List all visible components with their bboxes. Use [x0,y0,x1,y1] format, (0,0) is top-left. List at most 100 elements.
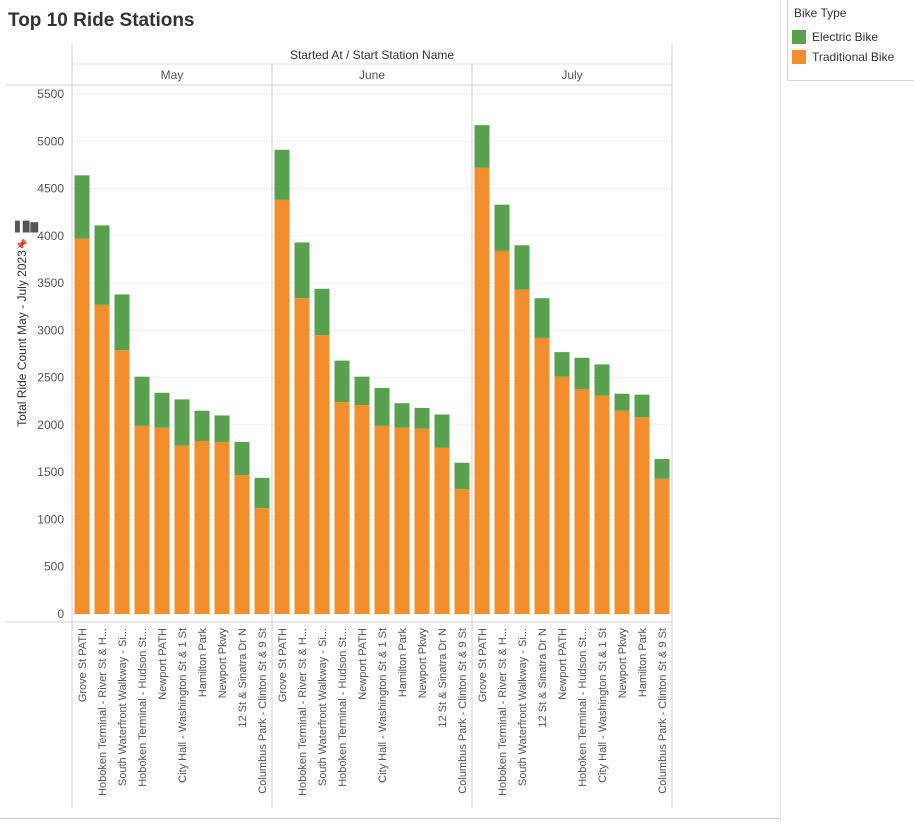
category-label: Hoboken Terminal - Hudson St... [577,628,589,787]
dashboard-divider [780,0,781,822]
bar-may-traditional [134,425,150,614]
bar-june-traditional [374,425,390,614]
bar-june-electric [274,149,290,200]
legend[interactable]: Bike Type Electric Bike Traditional Bike [787,0,914,81]
category-label: Newport PATH [157,628,169,700]
category-label: Newport PATH [357,628,369,700]
category-label: 12 St & Sinatra Dr N [537,628,549,728]
bar-may-traditional [114,350,130,614]
bar-july-electric [574,357,590,389]
category-label: Columbus Park - Clinton St & 9 St [257,628,269,794]
bar-july-traditional [654,478,670,614]
category-label: City Hall - Washington St & 1 St [177,628,189,783]
panel-label-may: May [161,68,184,82]
legend-title: Bike Type [794,6,847,20]
bar-july-traditional [554,376,570,614]
bar-july-traditional [574,388,590,614]
bar-may-traditional [254,508,270,614]
bar-june-electric [434,414,450,448]
bar-may-traditional [174,445,190,614]
pin-icon[interactable]: 📌 [15,240,28,251]
y-axis-label: Total Ride Count May - July 2023 [15,250,29,427]
category-label: Hamilton Park [197,628,209,698]
y-tick-label: 4000 [37,229,64,243]
legend-swatch-traditional [792,50,806,64]
bar-may-traditional [94,304,110,614]
bottom-border [0,818,780,819]
bar-may-electric [234,441,250,476]
bar-may-electric [114,294,130,351]
legend-item-electric-bike[interactable]: Electric Bike [792,29,878,45]
bar-july-electric [554,352,570,377]
bar-may-electric [194,410,210,441]
panel-label-july: July [561,68,582,82]
y-tick-label: 5000 [37,134,64,148]
bar-june-electric [334,360,350,403]
category-label: Grove St PATH [477,628,489,702]
y-tick-label: 3000 [37,323,64,337]
bar-may-electric [74,175,90,239]
y-tick-label: 2000 [37,418,64,432]
bar-may-electric [214,415,230,442]
y-tick-label: 3500 [37,276,64,290]
bar-july-traditional [614,410,630,614]
bar-june-traditional [294,298,310,614]
bar-july-traditional [514,289,530,614]
bar-june-traditional [434,447,450,614]
y-tick-label: 5500 [37,87,64,101]
bar-june-traditional [274,199,290,614]
bar-may-electric [154,392,170,428]
header-title: Started At / Start Station Name [290,48,454,62]
bar-may-electric [174,399,190,446]
bar-may-electric [134,376,150,426]
bar-july-electric [614,393,630,411]
y-tick-label: 4500 [37,182,64,196]
category-label: Hoboken Terminal - Hudson St... [337,628,349,787]
bar-may-traditional [74,238,90,614]
bar-june-traditional [354,405,370,614]
category-label: Columbus Park - Clinton St & 9 St [457,628,469,794]
category-label: City Hall - Washington St & 1 St [377,628,389,783]
bar-june-traditional [334,402,350,614]
legend-item-traditional-bike[interactable]: Traditional Bike [792,49,894,65]
category-label: Newport Pkwy [617,628,629,699]
category-label: South Waterfront Walkway - Si... [117,628,129,786]
category-label: Newport Pkwy [417,628,429,699]
bar-may-electric [94,225,110,305]
category-label: Hoboken Terminal - River St & H... [497,628,509,796]
y-tick-label: 2500 [37,371,64,385]
bar-june-electric [374,388,390,426]
legend-label-electric: Electric Bike [812,30,879,44]
legend-label-traditional: Traditional Bike [812,50,895,64]
bar-july-traditional [634,417,650,614]
y-tick-label: 500 [44,560,64,574]
bar-june-traditional [314,335,330,614]
bar-june-traditional [394,427,410,614]
bar-july-electric [654,458,670,479]
sort-icon[interactable]: ▋▉▇ [15,222,39,233]
y-tick-label: 0 [57,607,64,621]
bar-july-traditional [474,167,490,614]
bar-june-electric [314,288,330,336]
category-label: 12 St & Sinatra Dr N [237,628,249,728]
bar-july-electric [534,298,550,338]
panel-label-june: June [359,68,385,82]
bar-july-electric [514,245,530,290]
bar-may-traditional [234,475,250,614]
bar-may-electric [254,477,270,509]
y-tick-label: 1500 [37,465,64,479]
category-label: Grove St PATH [277,628,289,702]
category-label: Newport PATH [557,628,569,700]
category-label: Hamilton Park [637,628,649,698]
stacked-bar-chart: Started At / Start Station Name 0 500 1000 1… [6,44,673,808]
chart-title: Top 10 Ride Stations [8,10,195,31]
bar-july-electric [634,394,650,418]
category-label: Columbus Park - Clinton St & 9 St [657,628,669,794]
y-tick-label: 1000 [37,512,64,526]
category-label: Hamilton Park [397,628,409,698]
bar-june-electric [394,403,410,428]
category-label: South Waterfront Walkway - Si... [517,628,529,786]
bar-june-electric [414,407,430,429]
legend-swatch-electric [792,30,806,44]
